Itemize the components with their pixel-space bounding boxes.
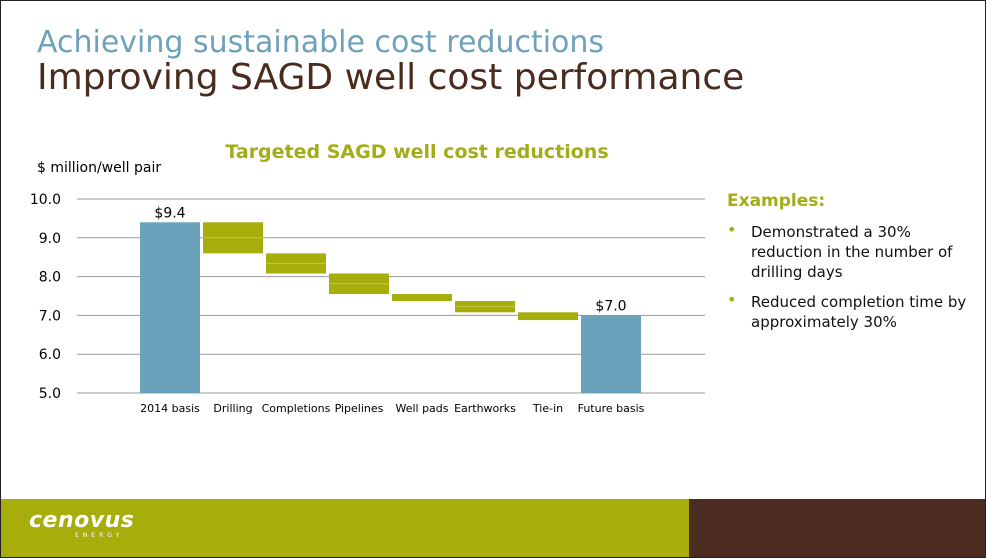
bullet-icon: • [727, 220, 737, 239]
footer-band-brown [689, 499, 985, 557]
x-tick-label: Drilling [213, 402, 252, 415]
cenovus-logo: cenovus ENERGY [29, 510, 134, 539]
y-tick-label: 10.0 [30, 192, 61, 208]
list-item: • Demonstrated a 30% reduction in the nu… [727, 220, 967, 282]
y-tick-label: 5.0 [39, 386, 61, 402]
footer-band-green [1, 499, 689, 557]
slide-subtitle: Achieving sustainable cost reductions [37, 25, 605, 60]
bullet-icon: • [727, 290, 737, 309]
y-tick-label: 6.0 [39, 347, 61, 363]
examples-list: • Demonstrated a 30% reduction in the nu… [727, 220, 967, 342]
list-item: • Reduced completion time by approximate… [727, 290, 967, 332]
bar-total [581, 315, 641, 393]
x-tick-label: 2014 basis [140, 402, 200, 415]
x-tick-label: Pipelines [335, 402, 384, 415]
waterfall-chart: 10.0 9.0 8.0 7.0 6.0 5.0 2014 basis $9.4 Drillin… [30, 192, 705, 415]
data-label: $7.0 [595, 298, 626, 314]
x-tick-label: Earthworks [454, 402, 516, 415]
y-tick-label: 8.0 [39, 270, 61, 286]
slide-title: Improving SAGD well cost performance [37, 57, 745, 98]
y-tick-label: 7.0 [39, 308, 61, 324]
example-text: Demonstrated a 30% reduction in the numb… [751, 223, 953, 281]
example-text: Reduced completion time by approximately… [751, 293, 967, 331]
chart-title: Targeted SAGD well cost reductions [225, 141, 609, 163]
y-tick-label: 9.0 [39, 231, 61, 247]
logo-wordmark: cenovus [29, 508, 135, 533]
x-tick-label: Future basis [578, 402, 645, 415]
bar-decrease [518, 312, 578, 321]
bar-decrease [392, 294, 452, 302]
logo-subtext: ENERGY [75, 532, 124, 539]
x-tick-label: Completions [262, 402, 331, 415]
examples-title: Examples: [727, 191, 826, 211]
y-axis-label: $ million/well pair [37, 160, 162, 176]
bar-total [140, 222, 200, 393]
x-tick-label: Well pads [395, 402, 448, 415]
data-label: $9.4 [154, 205, 185, 221]
x-tick-label: Tie-in [532, 402, 563, 415]
